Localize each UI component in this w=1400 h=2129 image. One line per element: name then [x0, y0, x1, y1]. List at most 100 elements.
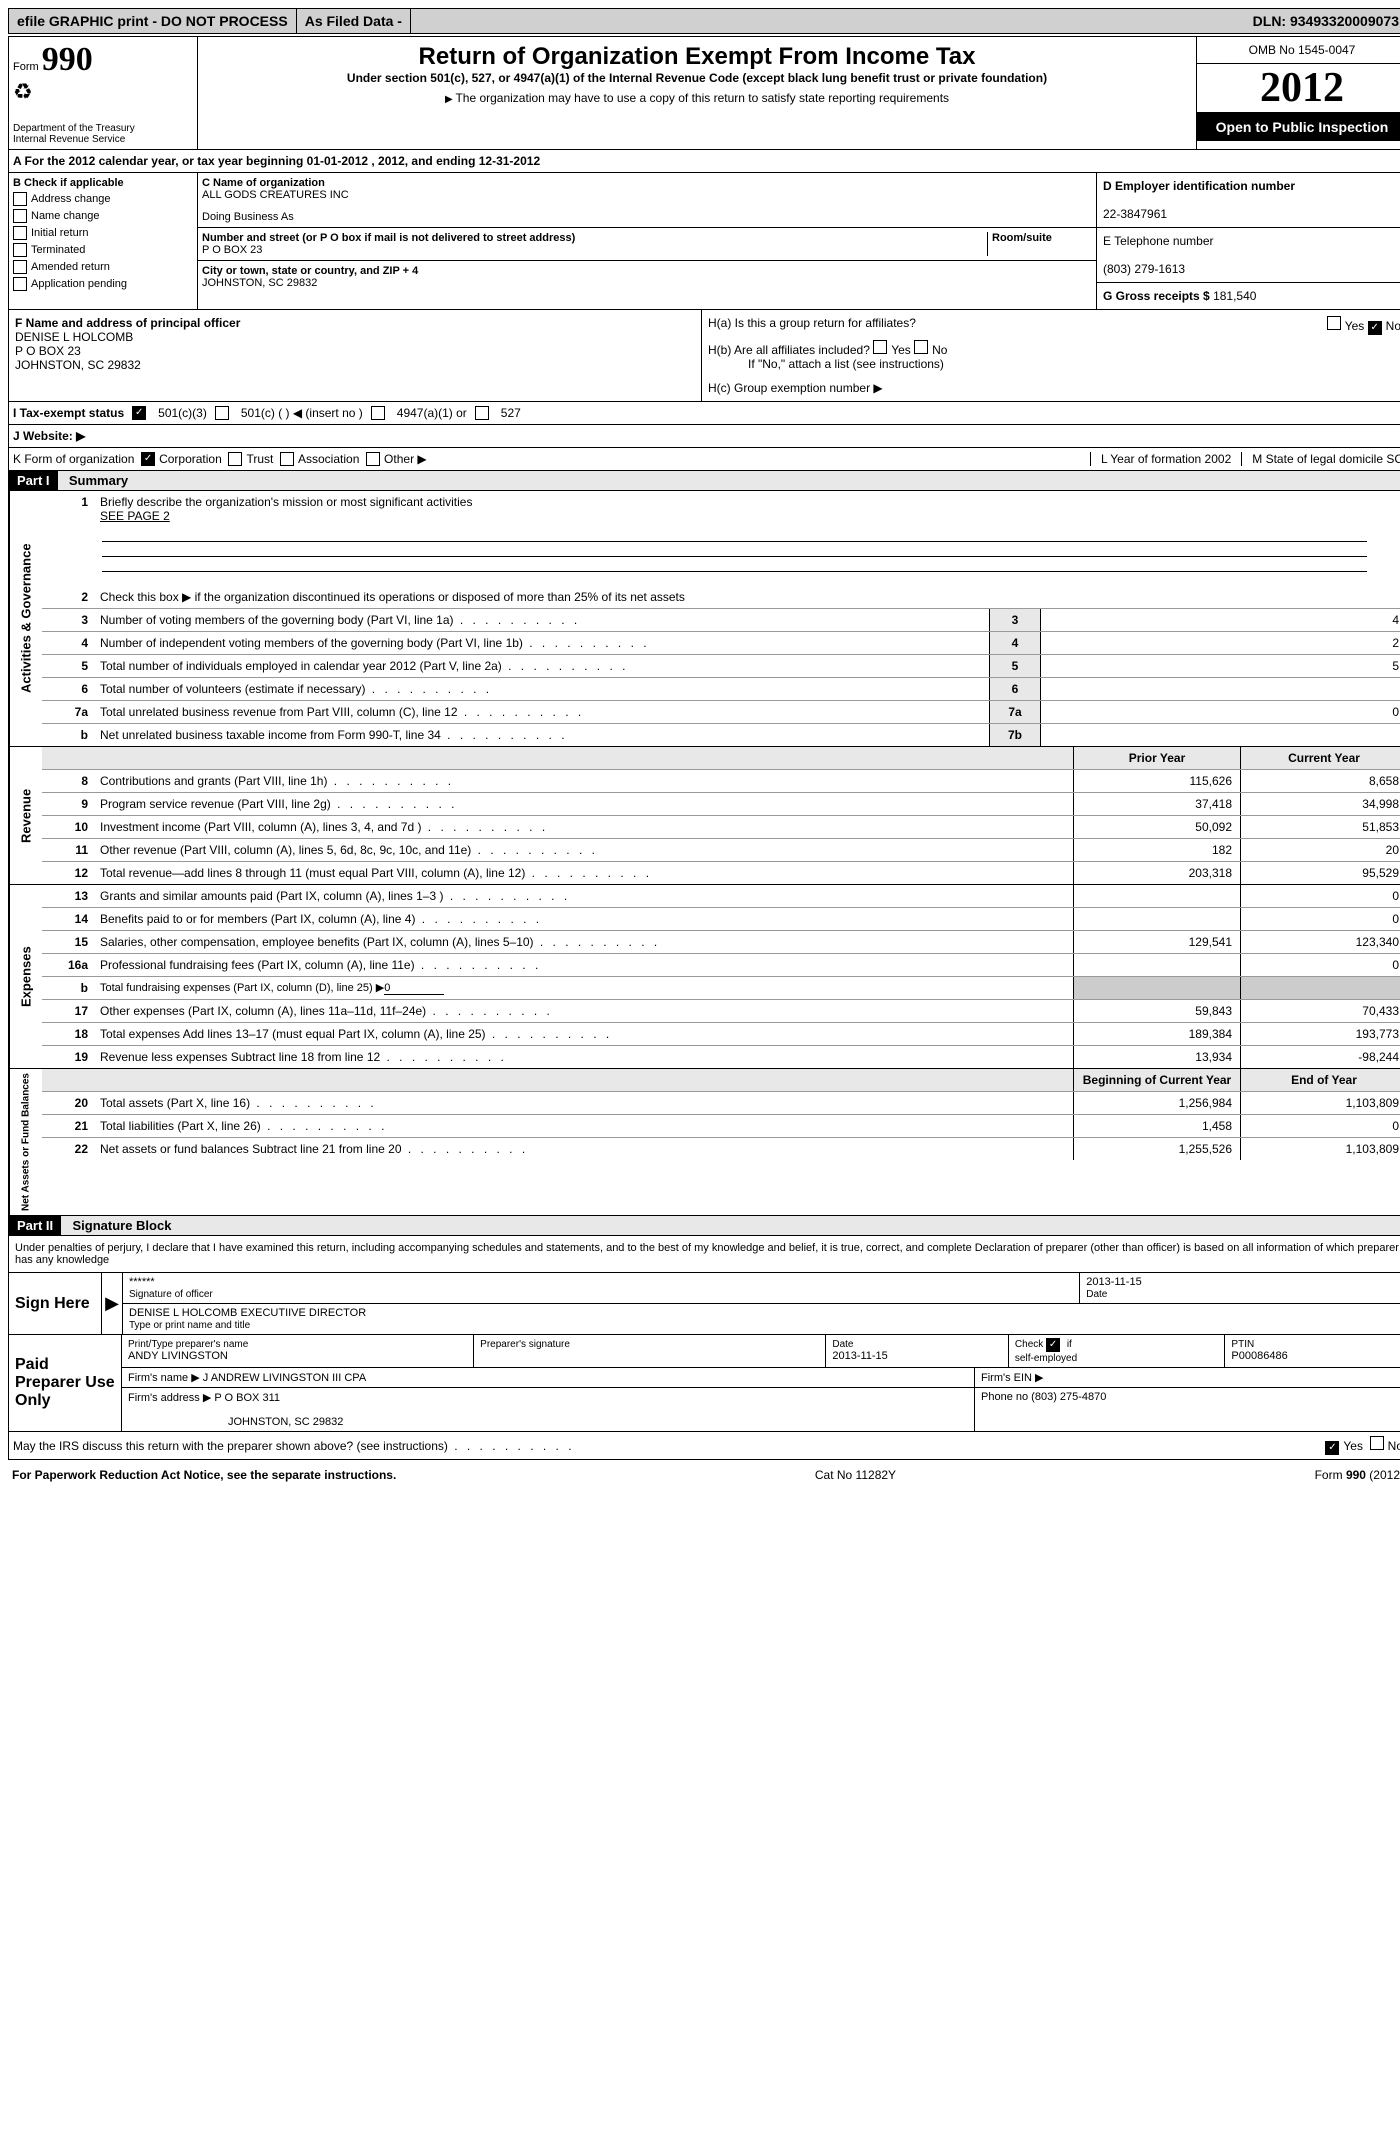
l-year: L Year of formation 2002 — [1090, 452, 1231, 466]
side-rev: Revenue — [9, 747, 42, 884]
table-row: 5 Total number of individuals employed i… — [42, 655, 1400, 678]
table-row: 4 Number of independent voting members o… — [42, 632, 1400, 655]
c-city-block: City or town, state or country, and ZIP … — [198, 261, 1096, 293]
col-current: Current Year — [1240, 747, 1400, 769]
table-row: 11 Other revenue (Part VIII, column (A),… — [42, 839, 1400, 862]
row-box: 6 — [989, 678, 1040, 700]
part1-hdr: Part I — [9, 471, 58, 490]
table-row: b Net unrelated business taxable income … — [42, 724, 1400, 746]
table-row: 20 Total assets (Part X, line 16) 1,256,… — [42, 1092, 1400, 1115]
street-label: Number and street (or P O box if mail is… — [202, 232, 575, 244]
table-row: 10 Investment income (Part VIII, column … — [42, 816, 1400, 839]
ha-row: H(a) Is this a group return for affiliat… — [708, 316, 1400, 330]
row-current: 51,853 — [1240, 816, 1400, 838]
checkbox-icon[interactable] — [371, 406, 385, 420]
checkbox-icon[interactable] — [1370, 1436, 1384, 1450]
row-prior: 50,092 — [1073, 816, 1240, 838]
mission-underline — [102, 541, 1367, 542]
row-desc: Total unrelated business revenue from Pa… — [94, 701, 989, 723]
line-j: J Website: ▶ — [8, 425, 1400, 448]
table-row: 14 Benefits paid to or for members (Part… — [42, 908, 1400, 931]
header-left: Form 990 ♻ Department of the Treasury In… — [9, 37, 198, 149]
table-row: b Total fundraising expenses (Part IX, c… — [42, 977, 1400, 1000]
chk-initial[interactable]: Initial return — [13, 226, 193, 240]
officer-street: P O BOX 23 — [15, 344, 81, 358]
chk-address[interactable]: Address change — [13, 192, 193, 206]
mission-underline — [102, 571, 1367, 572]
checkbox-icon[interactable] — [215, 406, 229, 420]
row-desc: Number of voting members of the governin… — [94, 609, 989, 631]
officer-printed: DENISE L HOLCOMB EXECUTIIVE DIRECTOR Typ… — [123, 1304, 1400, 1334]
row-val: 5 — [1040, 655, 1400, 677]
k-label: K Form of organization — [13, 452, 134, 466]
row-prior: 129,541 — [1073, 931, 1240, 953]
row-prior — [1073, 954, 1240, 976]
row-box: 3 — [989, 609, 1040, 631]
checkbox-icon — [13, 192, 27, 206]
table-row: 9 Program service revenue (Part VIII, li… — [42, 793, 1400, 816]
part2-bar: Part II Signature Block — [8, 1216, 1400, 1236]
ein-label: D Employer identification number — [1103, 179, 1295, 193]
hc-row: H(c) Group exemption number ▶ — [708, 381, 1400, 395]
irs-label: Internal Revenue Service — [13, 134, 193, 145]
net-table: Net Assets or Fund Balances Beginning of… — [8, 1069, 1400, 1216]
sig-date: 2013-11-15 Date — [1080, 1273, 1400, 1303]
phone-label: E Telephone number — [1103, 234, 1214, 248]
checkbox-icon[interactable] — [475, 406, 489, 420]
checkbox-checked-icon[interactable] — [141, 452, 155, 466]
street-value: P O BOX 23 — [202, 244, 262, 256]
col-begin: Beginning of Current Year — [1073, 1069, 1240, 1091]
row-prior: 1,255,526 — [1073, 1138, 1240, 1160]
discuss-text: May the IRS discuss this return with the… — [13, 1439, 575, 1453]
rev-rows: Prior Year Current Year 8 Contributions … — [42, 747, 1400, 884]
form-header: Form 990 ♻ Department of the Treasury In… — [8, 36, 1400, 150]
checkbox-icon — [13, 243, 27, 257]
net-rows: Beginning of Current Year End of Year 20… — [42, 1069, 1400, 1215]
checkbox-icon[interactable] — [366, 452, 380, 466]
row-desc: Total number of volunteers (estimate if … — [94, 678, 989, 700]
row-current: 0 — [1240, 954, 1400, 976]
table-row: 22 Net assets or fund balances Subtract … — [42, 1138, 1400, 1160]
table-row: 7a Total unrelated business revenue from… — [42, 701, 1400, 724]
checkbox-icon[interactable] — [280, 452, 294, 466]
arrow-icon: ▶ — [101, 1273, 122, 1334]
checkbox-checked-icon[interactable] — [1325, 1441, 1339, 1455]
row-current: 0 — [1240, 1115, 1400, 1137]
chk-pending[interactable]: Application pending — [13, 277, 193, 291]
row-prior: 13,934 — [1073, 1046, 1240, 1068]
efile-label: efile GRAPHIC print - DO NOT PROCESS — [9, 9, 297, 33]
chk-name[interactable]: Name change — [13, 209, 193, 223]
footer-right: Form 990 (2012) — [1315, 1468, 1400, 1482]
g-gross: G Gross receipts $ 181,540 — [1097, 283, 1400, 309]
checkbox-checked-icon[interactable] — [1046, 1338, 1060, 1352]
chk-amended[interactable]: Amended return — [13, 260, 193, 274]
self-emp: Check ifself-employed — [1009, 1335, 1226, 1367]
line-i: I Tax-exempt status 501(c)(3) 501(c) ( )… — [8, 402, 1400, 425]
row-prior: 37,418 — [1073, 793, 1240, 815]
row-desc: Investment income (Part VIII, column (A)… — [94, 816, 1073, 838]
checkbox-icon[interactable] — [873, 340, 887, 354]
room-label: Room/suite — [992, 232, 1052, 244]
row-box: 7b — [989, 724, 1040, 746]
line-k: K Form of organization Corporation Trust… — [8, 448, 1400, 471]
gov-table: Activities & Governance 1 Briefly descri… — [8, 491, 1400, 747]
checkbox-icon[interactable] — [1327, 316, 1341, 330]
e-phone: E Telephone number (803) 279-1613 — [1097, 228, 1400, 283]
row-prior: 115,626 — [1073, 770, 1240, 792]
row-desc: Benefits paid to or for members (Part IX… — [94, 908, 1073, 930]
row-current: 0 — [1240, 885, 1400, 907]
phone-value: (803) 279-1613 — [1103, 262, 1185, 276]
col-b: B Check if applicable Address change Nam… — [9, 173, 198, 309]
chk-terminated[interactable]: Terminated — [13, 243, 193, 257]
table-row: 16a Professional fundraising fees (Part … — [42, 954, 1400, 977]
top-bar: efile GRAPHIC print - DO NOT PROCESS As … — [8, 8, 1400, 34]
as-filed-label: As Filed Data - — [297, 9, 411, 33]
checkbox-checked-icon[interactable] — [132, 406, 146, 420]
checkbox-checked-icon[interactable] — [1368, 321, 1382, 335]
checkbox-icon[interactable] — [914, 340, 928, 354]
officer-city: JOHNSTON, SC 29832 — [15, 358, 141, 372]
row-desc: Other expenses (Part IX, column (A), lin… — [94, 1000, 1073, 1022]
c-name-block: C Name of organization ALL GODS CREATURE… — [198, 173, 1096, 228]
gross-label: G Gross receipts $ — [1103, 289, 1210, 303]
checkbox-icon[interactable] — [228, 452, 242, 466]
